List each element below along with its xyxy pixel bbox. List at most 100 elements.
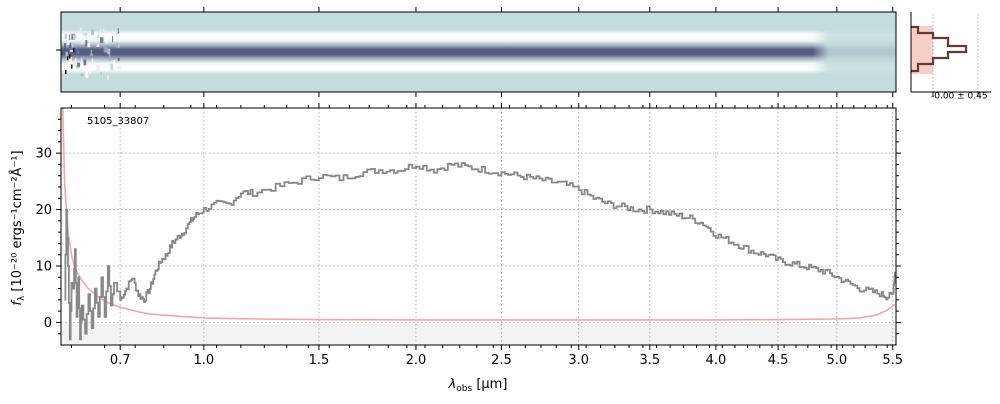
spectrum-2d-noise-pixel [80, 73, 84, 77]
x-tick-label: 1.5 [309, 353, 330, 368]
spectrum-2d-noise-pixel [72, 34, 77, 40]
spectrum-2d-noise-pixel [115, 32, 118, 35]
spectrum-2d-edge-fade [61, 12, 896, 92]
y-axis-symbol: f [10, 299, 25, 306]
spectrum-2d-noise-pixel [76, 65, 80, 69]
spectrum-2d-dark-pixel [73, 48, 75, 53]
spectrum-2d-noise-pixel [109, 63, 113, 69]
spectrum-2d-noise-pixel [84, 32, 88, 36]
x-tick-label: 1.0 [193, 353, 214, 368]
spectrum-2d-noise-pixel [96, 44, 100, 48]
spectrum-2d-noise-pixel [117, 66, 121, 70]
spectrum-2d-noise-pixel [96, 65, 100, 72]
spectrum-2d-noise-pixel [85, 65, 87, 72]
x-tick-label: 2.5 [491, 353, 512, 368]
spectrum-2d-noise-pixel [83, 59, 87, 66]
spectrum-2d-noise-pixel [117, 57, 120, 62]
spectrum-2d-noise-pixel [77, 62, 81, 67]
spectrum-2d-noise-pixel [64, 43, 67, 50]
spectrum-2d-noise-pixel [77, 51, 79, 54]
spectrum-2d-noise-pixel [90, 50, 92, 56]
spectrum-2d-noise-pixel [64, 34, 67, 39]
spectrum-2d-noise-pixel [79, 28, 82, 34]
plot-area [61, 108, 896, 345]
spectrum-2d-dark-pixel [67, 56, 69, 61]
profile-label: -0.00 ± 0.45 [931, 92, 988, 102]
x-tick-label: 2.0 [406, 353, 427, 368]
spectrum-2d-xticks [119, 7, 894, 97]
x-tick-label: 3.5 [639, 353, 660, 368]
spectrum-2d-noise-pixel [80, 39, 84, 45]
y-tick-label: 30 [35, 147, 52, 162]
x-tick-label: 4.0 [706, 353, 727, 368]
spectrum-2d-noise-pixel [118, 40, 120, 47]
x-tick-label: 0.7 [110, 353, 131, 368]
spectrum-2d-noise-pixel [112, 36, 114, 43]
spectrum-2d-noise-pixel [105, 38, 108, 44]
spectrum-2d-dark-pixel [71, 64, 73, 69]
y-axis-subscript: λ [17, 295, 27, 301]
y-axis-unit: [10⁻²⁰ ergs⁻¹cm⁻²Å⁻¹] [9, 150, 25, 295]
spectrum-2d-noise-pixel [73, 60, 76, 67]
grid [61, 108, 896, 345]
y-axis-label: fλ [10⁻²⁰ ergs⁻¹cm⁻²Å⁻¹] [9, 150, 27, 305]
spectrum-2d-noise-pixel [68, 56, 72, 64]
flux-spectrum-line [64, 162, 896, 341]
spectrum-2d-noise-pixel [75, 57, 77, 62]
spectrum-2d-noise-pixel [102, 28, 105, 32]
x-axis-unit: [μm] [472, 377, 507, 392]
spectrum-2d-noise-pixel [85, 39, 88, 47]
profile-error-band [911, 26, 933, 74]
spectrum-2d-panel [56, 7, 897, 97]
plot-frame [60, 107, 897, 346]
spectrum-2d-dark-pixel [65, 70, 67, 75]
y-tick-label: 10 [35, 260, 52, 275]
spectrum-2d-noise-pixel [81, 57, 83, 63]
spectrum-2d-noise-pixel [68, 42, 72, 49]
profile-line [911, 25, 968, 73]
spectrum-2d-noise-pixel [100, 37, 104, 43]
spectrum-2d-noise-pixel [91, 58, 94, 65]
spectrum-2d-noise-pixel [84, 35, 87, 39]
x-tick-label: 4.5 [768, 353, 789, 368]
x-axis-symbol: λ [448, 377, 457, 392]
spectrum-2d-noise-pixel [82, 33, 86, 36]
spectrum-1d-panel: 0.7 1.0 1.5 2.0 2.5 3.0 3.5 4.0 4.5 5.0 5.5 0 10 20 30… [9, 103, 903, 394]
x-tick-label: 5.5 [882, 353, 903, 368]
spectrum-2d-noise-pixel [107, 48, 111, 55]
spectrum-2d-noise-pixel [118, 28, 120, 32]
spectrum-2d-noise-pixel [86, 42, 91, 48]
spectrum-2d-noise-pixel [99, 28, 102, 32]
x-tick-label: 5.0 [826, 353, 847, 368]
spectrum-2d-noise-pixel [96, 59, 99, 63]
spectrum-2d-noise-pixel [67, 40, 70, 45]
spectrum-2d-noise-pixel [69, 34, 71, 41]
spectrum-2d-noise-pixel [107, 75, 109, 80]
spectrum-2d-noise-pixel [100, 72, 102, 76]
spectrum-2d-noise-pixel [108, 54, 111, 61]
spectrum-2d-noise-pixel [112, 60, 116, 66]
spectrum-2d-noise-pixel [97, 33, 100, 39]
x-axis-label: λobs [μm] [448, 377, 508, 394]
axes: 0.7 1.0 1.5 2.0 2.5 3.0 3.5 4.0 4.5 5.0 5.5 0 10 20 30 [35, 103, 903, 368]
spectrum-2d-noise-pixel [69, 49, 73, 53]
spectrum-2d-noise-pixel [72, 43, 74, 48]
y-tick-label: 20 [35, 203, 52, 218]
object-id-label: 5105_33807 [87, 116, 149, 127]
spectrum-2d-noise-pixel [116, 42, 120, 48]
spectrum-2d-noise-pixel [103, 47, 108, 53]
x-tick-label: 3.0 [568, 353, 589, 368]
x-axis-subscript: obs [456, 384, 472, 394]
profile-panel: -0.00 ± 0.45 [910, 12, 991, 102]
spectrum-2d-noise-pixel [117, 28, 120, 34]
spectrum-2d-noise-pixel [91, 29, 94, 35]
spectrum-2d-dark-pixel [69, 54, 71, 59]
spectrum-2d-noise-pixel [89, 53, 93, 57]
spectrum-2d-frame [60, 11, 897, 93]
spectrum-2d-noise-pixel [85, 71, 89, 78]
spectrum-2d-noise-pixel [65, 51, 68, 57]
spectrum-2d-noise [64, 28, 121, 80]
y-tick-label: 0 [44, 316, 52, 331]
